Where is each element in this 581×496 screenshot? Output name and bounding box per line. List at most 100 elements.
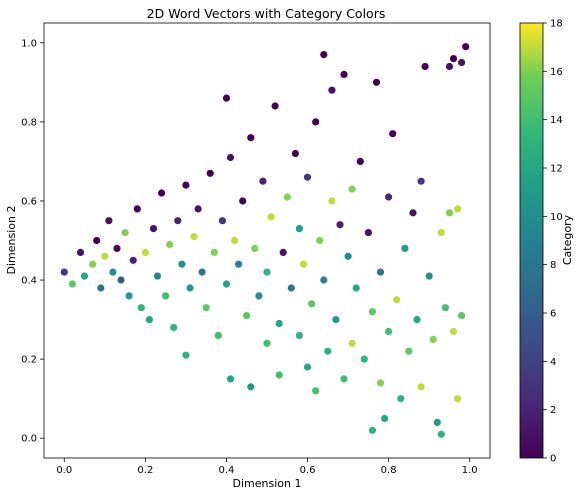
x-tick-label: 0.4 bbox=[219, 465, 235, 476]
scatter-point bbox=[449, 327, 458, 336]
scatter-point bbox=[145, 316, 153, 324]
colorbar-tick-label: 0 bbox=[550, 454, 556, 465]
scatter-point bbox=[405, 347, 413, 355]
y-tick-label: 0.0 bbox=[21, 434, 37, 445]
scatter-point bbox=[348, 339, 356, 347]
scatter-point bbox=[454, 395, 462, 403]
scatter-point bbox=[214, 331, 222, 339]
scatter-point bbox=[194, 205, 202, 213]
points-layer bbox=[60, 43, 470, 438]
scatter-point bbox=[259, 177, 267, 185]
scatter-point bbox=[320, 276, 328, 284]
scatter-point bbox=[243, 312, 251, 320]
colorbar-tick-label: 10 bbox=[550, 212, 563, 223]
scatter-point bbox=[417, 177, 425, 185]
scatter-point bbox=[76, 248, 85, 256]
scatter-point bbox=[117, 276, 125, 284]
scatter-point bbox=[97, 284, 105, 292]
y-tick-label: 0.2 bbox=[21, 355, 37, 366]
scatter-point bbox=[429, 335, 437, 343]
scatter-point bbox=[385, 327, 393, 336]
scatter-point bbox=[89, 260, 97, 268]
scatter-point bbox=[376, 268, 385, 276]
scatter-point bbox=[458, 312, 466, 320]
x-tick-label: 1.0 bbox=[462, 465, 478, 476]
scatter-point bbox=[437, 229, 445, 237]
scatter-point bbox=[182, 181, 190, 189]
scatter-point bbox=[287, 284, 295, 292]
scatter-point bbox=[328, 197, 336, 205]
colorbar-label: Category bbox=[561, 214, 574, 265]
scatter-point bbox=[153, 272, 162, 280]
scatter-point bbox=[166, 240, 174, 249]
scatter-point bbox=[210, 248, 218, 256]
scatter-point bbox=[372, 78, 381, 86]
colorbar-tick-label: 12 bbox=[550, 164, 563, 175]
scatter-point bbox=[93, 236, 101, 245]
scatter-point bbox=[141, 248, 149, 256]
scatter-point bbox=[68, 280, 76, 288]
scatter-point bbox=[113, 244, 121, 252]
colorbar-gradient bbox=[520, 23, 543, 458]
colorbar-tick-label: 18 bbox=[550, 19, 563, 30]
colorbar-tick-label: 2 bbox=[550, 405, 556, 416]
colorbar-tick-label: 16 bbox=[550, 67, 563, 78]
scatter-point bbox=[202, 304, 210, 312]
scatter-point bbox=[433, 418, 441, 426]
scatter-point bbox=[425, 272, 433, 280]
scatter-point bbox=[283, 193, 291, 201]
scatter-point bbox=[437, 430, 445, 438]
scatter-point bbox=[332, 316, 340, 324]
scatter-point bbox=[267, 213, 275, 221]
scatter-point bbox=[125, 292, 133, 300]
scatter-point bbox=[445, 209, 454, 217]
plot-frame bbox=[43, 22, 491, 459]
scatter-point bbox=[109, 268, 117, 276]
scatter-point bbox=[162, 292, 170, 300]
scatter-point bbox=[235, 260, 243, 268]
scatter-point bbox=[462, 43, 470, 51]
scatter-point bbox=[441, 304, 449, 312]
scatter-point bbox=[174, 217, 182, 225]
scatter-point bbox=[226, 375, 235, 383]
scatter-point bbox=[413, 316, 421, 324]
scatter-point bbox=[190, 232, 198, 241]
scatter-point bbox=[271, 102, 279, 110]
y-tick-label: 0.8 bbox=[21, 117, 37, 128]
scatter-point bbox=[328, 86, 336, 94]
scatter-point bbox=[105, 217, 113, 225]
colorbar-frame bbox=[519, 22, 544, 459]
scatter-point bbox=[222, 94, 231, 102]
scatter-point bbox=[101, 252, 109, 260]
y-axis-label: Dimension 2 bbox=[5, 206, 18, 275]
scatter-point bbox=[336, 221, 344, 229]
scatter-point bbox=[60, 268, 68, 276]
scatter-point bbox=[356, 157, 364, 165]
scatter-point bbox=[320, 51, 328, 59]
scatter-point bbox=[348, 185, 356, 193]
chart-title: 2D Word Vectors with Category Colors bbox=[147, 6, 386, 21]
scatter-point bbox=[364, 229, 372, 237]
y-tick-label: 0.4 bbox=[21, 276, 37, 287]
scatter-point bbox=[393, 296, 401, 304]
scatter-point bbox=[158, 189, 166, 197]
scatter-point bbox=[239, 197, 247, 205]
scatter-point bbox=[449, 55, 458, 63]
scatter-point bbox=[137, 304, 145, 312]
scatter-point bbox=[275, 319, 283, 328]
y-axis: 0.0 0.2 0.4 0.6 0.8 1.0 bbox=[21, 38, 44, 445]
scatter-point bbox=[299, 260, 308, 268]
scatter-point bbox=[368, 426, 376, 434]
scatter-point bbox=[324, 347, 332, 355]
scatter-point bbox=[226, 153, 235, 162]
scatter-point bbox=[222, 280, 231, 288]
scatter-point bbox=[170, 323, 178, 332]
scatter-point bbox=[308, 300, 316, 308]
colorbar-tick-label: 8 bbox=[550, 260, 556, 271]
y-tick-label: 0.6 bbox=[21, 196, 37, 207]
scatter-point bbox=[368, 308, 376, 316]
colorbar-tick-label: 14 bbox=[550, 115, 563, 126]
scatter-point bbox=[263, 339, 271, 347]
scatter-point bbox=[312, 387, 320, 395]
scatter-point bbox=[344, 252, 352, 260]
